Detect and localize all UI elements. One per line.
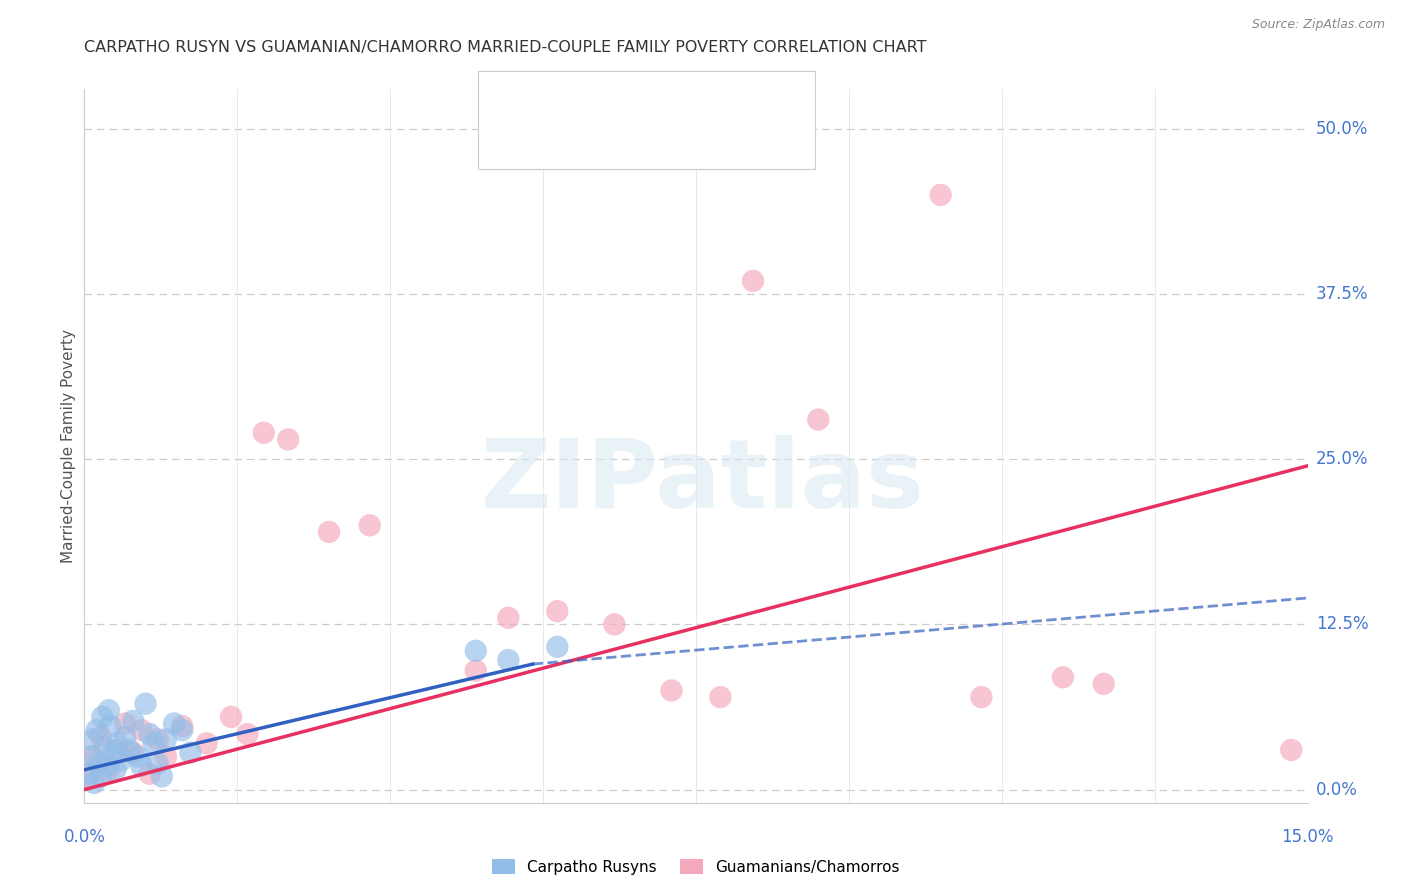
Point	[97, 703, 120, 717]
Point	[195, 736, 218, 750]
Point	[80, 749, 103, 764]
Point	[929, 188, 952, 202]
Point	[101, 746, 124, 760]
Y-axis label: Married-Couple Family Poverty: Married-Couple Family Poverty	[60, 329, 76, 563]
Point	[155, 749, 177, 764]
Point	[138, 727, 160, 741]
Point	[142, 736, 165, 750]
Text: R = 0.274    N = 33: R = 0.274 N = 33	[548, 95, 725, 112]
Point	[90, 730, 112, 744]
Point	[110, 754, 132, 768]
Point	[105, 743, 128, 757]
Point	[970, 690, 993, 704]
Point	[546, 604, 568, 618]
Text: 50.0%: 50.0%	[1316, 120, 1368, 138]
Legend: Carpatho Rusyns, Guamanians/Chamorros: Carpatho Rusyns, Guamanians/Chamorros	[486, 853, 905, 880]
Point	[138, 766, 160, 780]
Point	[100, 719, 122, 733]
Point	[318, 524, 340, 539]
Point	[742, 274, 765, 288]
Point	[179, 746, 201, 760]
Point	[122, 714, 145, 728]
Point	[359, 518, 381, 533]
Point	[104, 763, 127, 777]
Text: 37.5%: 37.5%	[1316, 285, 1368, 303]
Point	[114, 730, 136, 744]
Point	[114, 716, 136, 731]
Text: Source: ZipAtlas.com: Source: ZipAtlas.com	[1251, 18, 1385, 31]
Text: 12.5%: 12.5%	[1316, 615, 1368, 633]
Point	[277, 433, 299, 447]
Point	[83, 776, 105, 790]
Point	[1279, 743, 1302, 757]
Point	[172, 719, 194, 733]
Point	[97, 763, 120, 777]
Point	[603, 617, 626, 632]
Point	[77, 772, 100, 786]
Point	[96, 759, 118, 773]
Point	[90, 769, 112, 783]
Text: 15.0%: 15.0%	[1281, 828, 1334, 846]
Point	[86, 723, 108, 738]
Text: 0.0%: 0.0%	[1316, 780, 1358, 798]
Point	[219, 710, 242, 724]
Point	[77, 766, 100, 780]
Point	[135, 697, 157, 711]
Point	[118, 743, 141, 757]
Point	[127, 749, 149, 764]
Text: R = 0.462    N = 32: R = 0.462 N = 32	[548, 128, 724, 146]
Point	[150, 769, 173, 783]
Point	[146, 732, 169, 747]
Point	[709, 690, 731, 704]
Point	[1052, 670, 1074, 684]
Point	[253, 425, 276, 440]
Point	[82, 749, 104, 764]
Text: ZIPatlas: ZIPatlas	[481, 435, 925, 528]
Text: 25.0%: 25.0%	[1316, 450, 1368, 468]
Point	[122, 746, 145, 760]
Point	[1092, 677, 1115, 691]
Point	[91, 710, 114, 724]
Point	[236, 727, 259, 741]
Point	[498, 611, 520, 625]
Point	[87, 756, 110, 771]
Point	[155, 732, 177, 747]
Point	[131, 723, 153, 738]
Point	[105, 736, 128, 750]
Point	[464, 664, 486, 678]
Point	[546, 640, 568, 654]
Point	[661, 683, 683, 698]
Point	[498, 653, 520, 667]
Point	[807, 412, 830, 426]
Point	[131, 759, 153, 773]
Text: 0.0%: 0.0%	[63, 828, 105, 846]
Point	[93, 740, 115, 755]
Point	[464, 644, 486, 658]
Point	[163, 716, 186, 731]
Text: CARPATHO RUSYN VS GUAMANIAN/CHAMORRO MARRIED-COUPLE FAMILY POVERTY CORRELATION C: CARPATHO RUSYN VS GUAMANIAN/CHAMORRO MAR…	[84, 40, 927, 55]
Point	[172, 723, 194, 738]
Point	[82, 732, 104, 747]
Point	[146, 756, 169, 771]
